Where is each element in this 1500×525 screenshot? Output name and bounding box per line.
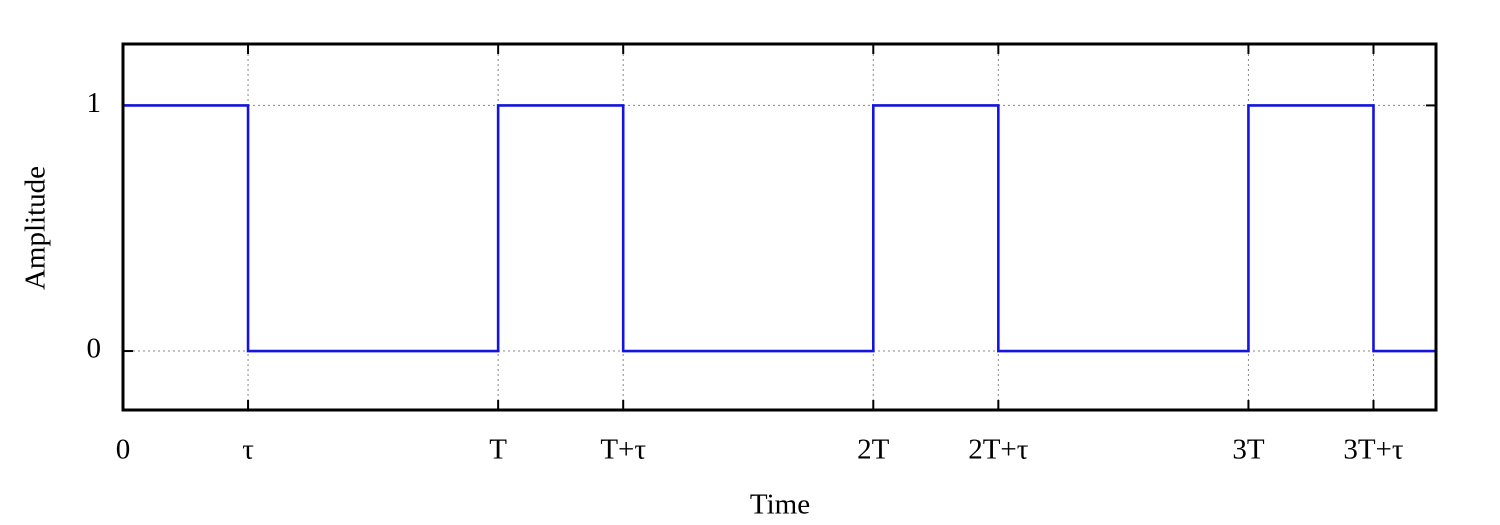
- x-tick-label: T: [489, 434, 507, 466]
- x-tick-label: 0: [116, 434, 131, 466]
- y-tick-label: 1: [87, 87, 102, 119]
- y-tick-label: 0: [87, 333, 102, 365]
- x-axis-label: Time: [750, 489, 810, 521]
- x-tick-label: T+τ: [600, 434, 646, 466]
- y-axis-label: Amplitude: [20, 166, 52, 290]
- plot-frame: [121, 42, 1438, 412]
- series-line: [123, 104, 1436, 353]
- x-tick-label: τ: [242, 434, 254, 466]
- x-tick-label: 3T+τ: [1343, 434, 1404, 466]
- x-tick-label: 2T: [857, 434, 890, 466]
- x-tick-label: 2T+τ: [968, 434, 1029, 466]
- x-tick-label: 3T: [1232, 434, 1265, 466]
